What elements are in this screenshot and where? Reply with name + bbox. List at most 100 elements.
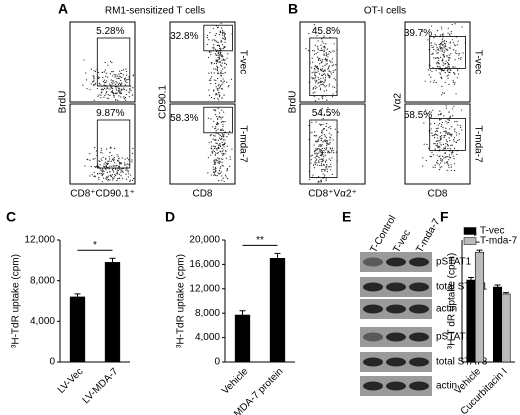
event-dot bbox=[442, 34, 444, 36]
event-dot bbox=[219, 161, 221, 163]
event-dot bbox=[111, 168, 114, 170]
event-dot bbox=[218, 58, 220, 60]
event-dot bbox=[326, 129, 328, 131]
event-dot bbox=[219, 144, 221, 146]
event-dot bbox=[100, 149, 103, 151]
event-dot bbox=[319, 135, 321, 138]
y-axis-label: CD90.1 bbox=[158, 85, 169, 119]
bar bbox=[234, 314, 251, 363]
event-dot bbox=[224, 62, 226, 64]
event-dot bbox=[444, 147, 446, 150]
event-dot bbox=[320, 68, 322, 70]
event-dot bbox=[438, 156, 440, 158]
event-dot bbox=[441, 43, 443, 45]
event-dot bbox=[129, 85, 132, 87]
event-dot bbox=[101, 168, 104, 170]
event-dot bbox=[126, 89, 128, 91]
event-dot bbox=[224, 38, 226, 40]
event-dot bbox=[444, 48, 446, 50]
event-dot bbox=[128, 76, 130, 78]
event-dot bbox=[330, 71, 332, 73]
event-dot bbox=[215, 86, 217, 88]
event-dot bbox=[453, 44, 456, 46]
event-dot bbox=[325, 43, 327, 45]
bar bbox=[501, 293, 511, 363]
event-dot bbox=[307, 50, 310, 52]
event-dot bbox=[114, 83, 117, 85]
event-dot bbox=[447, 27, 449, 29]
event-dot bbox=[223, 38, 225, 40]
event-dot bbox=[317, 181, 319, 183]
event-dot bbox=[320, 137, 322, 140]
event-dot bbox=[107, 76, 109, 78]
event-dot bbox=[126, 163, 128, 165]
event-dot bbox=[333, 152, 335, 154]
plot-frame bbox=[69, 21, 136, 103]
event-dot bbox=[449, 57, 451, 59]
event-dot bbox=[217, 61, 219, 63]
event-dot bbox=[213, 46, 215, 48]
event-dot bbox=[112, 71, 114, 73]
event-dot bbox=[214, 108, 216, 111]
event-dot bbox=[325, 147, 328, 149]
event-dot bbox=[319, 88, 322, 91]
event-dot bbox=[442, 55, 444, 57]
event-dot bbox=[319, 109, 321, 112]
event-dot bbox=[83, 59, 85, 61]
event-dot bbox=[125, 99, 127, 101]
event-dot bbox=[318, 152, 320, 154]
event-dot bbox=[330, 134, 332, 136]
event-dot bbox=[216, 175, 218, 177]
event-dot bbox=[441, 77, 443, 80]
event-dot bbox=[316, 65, 319, 67]
event-dot bbox=[224, 59, 226, 61]
event-dot bbox=[101, 181, 104, 183]
event-dot bbox=[450, 169, 453, 172]
event-dot bbox=[452, 155, 455, 157]
gate-percent: 9.87% bbox=[96, 108, 124, 119]
event-dot bbox=[320, 153, 323, 155]
event-dot bbox=[128, 159, 130, 161]
event-dot bbox=[319, 181, 321, 183]
event-dot bbox=[208, 141, 210, 144]
event-dot bbox=[100, 89, 103, 91]
event-dot bbox=[223, 144, 226, 146]
event-dot bbox=[122, 171, 124, 173]
event-dot bbox=[445, 120, 447, 123]
event-dot bbox=[319, 57, 321, 59]
event-dot bbox=[214, 161, 216, 164]
event-dot bbox=[217, 51, 219, 53]
y-tick-label: 4,000 bbox=[195, 332, 220, 343]
blot-band bbox=[386, 381, 406, 391]
event-dot bbox=[216, 149, 218, 151]
event-dot bbox=[333, 69, 335, 72]
event-dot bbox=[213, 97, 215, 100]
event-dot bbox=[116, 92, 118, 94]
event-dot bbox=[320, 111, 322, 113]
event-dot bbox=[317, 82, 319, 84]
event-dot bbox=[313, 77, 315, 79]
event-dot bbox=[89, 159, 91, 161]
event-dot bbox=[320, 81, 322, 83]
event-dot bbox=[128, 173, 130, 175]
event-dot bbox=[218, 44, 220, 47]
event-dot bbox=[441, 160, 443, 162]
event-dot bbox=[112, 158, 114, 160]
blot-band bbox=[386, 332, 406, 342]
event-dot bbox=[438, 145, 440, 147]
event-dot bbox=[435, 81, 437, 84]
event-dot bbox=[456, 120, 458, 123]
event-dot bbox=[328, 114, 330, 116]
event-dot bbox=[213, 109, 215, 111]
event-dot bbox=[321, 160, 324, 162]
event-dot bbox=[322, 118, 324, 120]
event-dot bbox=[313, 50, 315, 52]
event-dot bbox=[221, 150, 223, 153]
event-dot bbox=[316, 158, 318, 160]
event-dot bbox=[214, 34, 216, 37]
event-dot bbox=[437, 146, 439, 148]
band-label: actin bbox=[436, 381, 457, 392]
event-dot bbox=[321, 60, 323, 62]
event-dot bbox=[440, 70, 443, 72]
event-dot bbox=[439, 142, 441, 144]
